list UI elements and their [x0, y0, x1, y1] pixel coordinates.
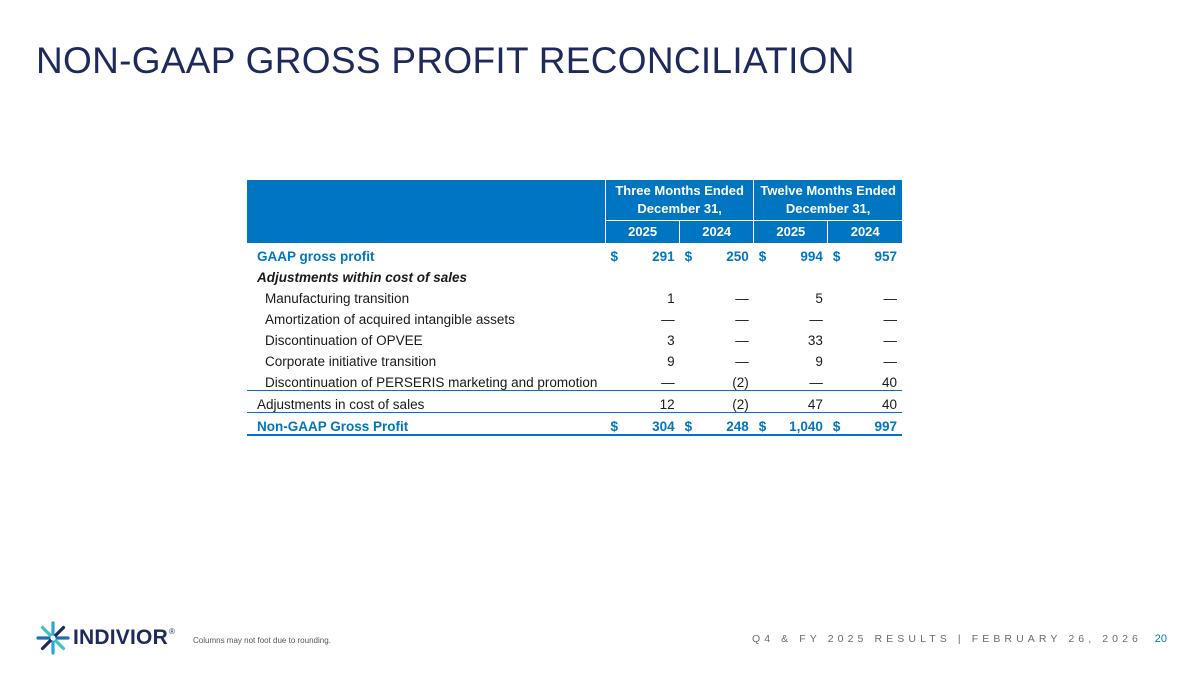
row-label: Discontinuation of OPVEE — [265, 333, 423, 348]
row-non-gaap-gross-profit: Non-GAAP Gross Profit $304 $248 $1,040 $… — [247, 412, 902, 436]
header-three-months: Three Months Ended December 31, — [605, 180, 754, 221]
row-label: Discontinuation of PERSERIS marketing an… — [247, 369, 606, 391]
value-cell: $250 — [680, 243, 754, 264]
value: — — [809, 312, 823, 327]
company-logo: INDIVIOR ® — [36, 621, 175, 655]
currency-symbol: $ — [758, 419, 767, 434]
value: 33 — [807, 333, 823, 348]
value-cell: $248 — [679, 412, 754, 436]
header-year: 2024 — [827, 220, 902, 243]
row-adjustments-header: Adjustments within cost of sales — [247, 264, 902, 285]
header-year: 2025 — [753, 220, 828, 243]
value: 304 — [652, 419, 675, 434]
value: — — [605, 369, 680, 391]
header-twelve-months: Twelve Months Ended December 31, — [753, 180, 902, 221]
row-label: Manufacturing transition — [265, 291, 410, 306]
value-cell: $997 — [827, 412, 902, 436]
currency-symbol: $ — [684, 419, 693, 434]
value: 291 — [652, 249, 675, 264]
value: — — [883, 354, 898, 369]
currency-symbol: $ — [832, 419, 841, 434]
row-corporate-initiative: Corporate initiative transition 9 — 9 — — [247, 348, 902, 369]
value: 3 — [667, 333, 675, 348]
row-amortization: Amortization of acquired intangible asse… — [247, 306, 902, 327]
row-label: GAAP gross profit — [257, 249, 375, 264]
value: 40 — [827, 369, 902, 391]
value: 997 — [874, 419, 897, 434]
starburst-icon — [36, 621, 70, 655]
value: 9 — [667, 354, 675, 369]
currency-symbol: $ — [610, 249, 619, 264]
value: — — [661, 312, 675, 327]
header-year: 2024 — [679, 220, 754, 243]
footnote: Columns may not foot due to rounding. — [193, 636, 331, 645]
section-label: Adjustments within cost of sales — [257, 270, 468, 285]
value: 1 — [667, 291, 675, 306]
reconciliation-table: Three Months Ended December 31, Twelve M… — [247, 180, 902, 436]
value: 248 — [726, 419, 749, 434]
brand-wordmark: INDIVIOR — [73, 626, 168, 649]
value-cell: $304 — [605, 412, 680, 436]
row-label: Adjustments in cost of sales — [247, 390, 606, 413]
value: (2) — [679, 390, 754, 413]
value: 5 — [815, 291, 823, 306]
row-gaap-gross-profit: GAAP gross profit $291 $250 $994 $957 — [247, 243, 902, 264]
value: — — [735, 291, 749, 306]
value: — — [735, 354, 749, 369]
row-label: Amortization of acquired intangible asse… — [265, 312, 515, 327]
value-cell: $1,040 — [753, 412, 828, 436]
value: — — [735, 333, 749, 348]
currency-symbol: $ — [610, 419, 619, 434]
page-title: NON-GAAP GROSS PROFIT RECONCILIATION — [36, 40, 855, 81]
value: — — [753, 369, 828, 391]
value: 250 — [726, 249, 749, 264]
value-cell: $291 — [606, 243, 680, 264]
header-year: 2025 — [605, 220, 680, 243]
value-cell: $957 — [828, 243, 902, 264]
row-adjustments-total: Adjustments in cost of sales 12 (2) 47 4… — [247, 390, 902, 413]
row-manufacturing-transition: Manufacturing transition 1 — 5 — — [247, 285, 902, 306]
value: 994 — [800, 249, 823, 264]
value: 40 — [827, 390, 902, 413]
value: — — [883, 312, 898, 327]
currency-symbol: $ — [832, 249, 841, 264]
value-cell: $994 — [754, 243, 828, 264]
value: 1,040 — [789, 419, 823, 434]
currency-symbol: $ — [758, 249, 767, 264]
value: 9 — [815, 354, 823, 369]
footer-text: Q4 & FY 2025 RESULTS | FEBRUARY 26, 2026 — [751, 633, 1142, 645]
value: — — [735, 312, 749, 327]
header-blank-cell — [247, 180, 606, 243]
page-number: 20 — [1154, 633, 1167, 645]
row-label: Non-GAAP Gross Profit — [247, 412, 606, 436]
value: 957 — [874, 249, 897, 264]
value: 47 — [753, 390, 828, 413]
registered-mark: ® — [168, 627, 175, 636]
value: (2) — [679, 369, 754, 391]
value: 12 — [605, 390, 680, 413]
row-perseris: Discontinuation of PERSERIS marketing an… — [247, 369, 902, 391]
value: — — [883, 333, 898, 348]
row-opvee: Discontinuation of OPVEE 3 — 33 — — [247, 327, 902, 348]
value: — — [883, 291, 898, 306]
currency-symbol: $ — [684, 249, 693, 264]
row-label: Corporate initiative transition — [265, 354, 437, 369]
